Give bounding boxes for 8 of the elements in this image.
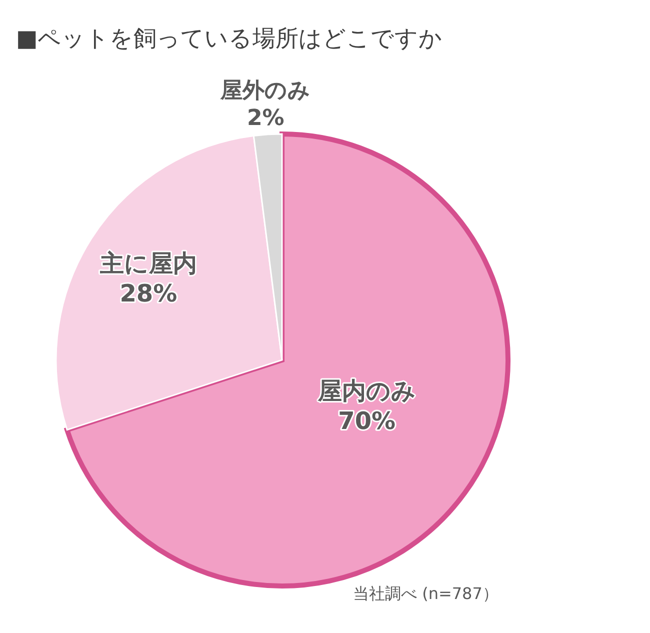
slice-label: 屋外のみ (220, 78, 311, 104)
data-label: 2% (247, 106, 284, 131)
data-label: 70% (338, 406, 396, 435)
slice-label: 主に屋内 (98, 250, 197, 278)
text: 当社調べ (n=787） (353, 583, 498, 605)
data-label: 28% (120, 280, 178, 308)
chart-title: ■ペットを飼っている場所はどこですか (16, 25, 443, 54)
slice-label: 屋内のみ (316, 376, 416, 405)
